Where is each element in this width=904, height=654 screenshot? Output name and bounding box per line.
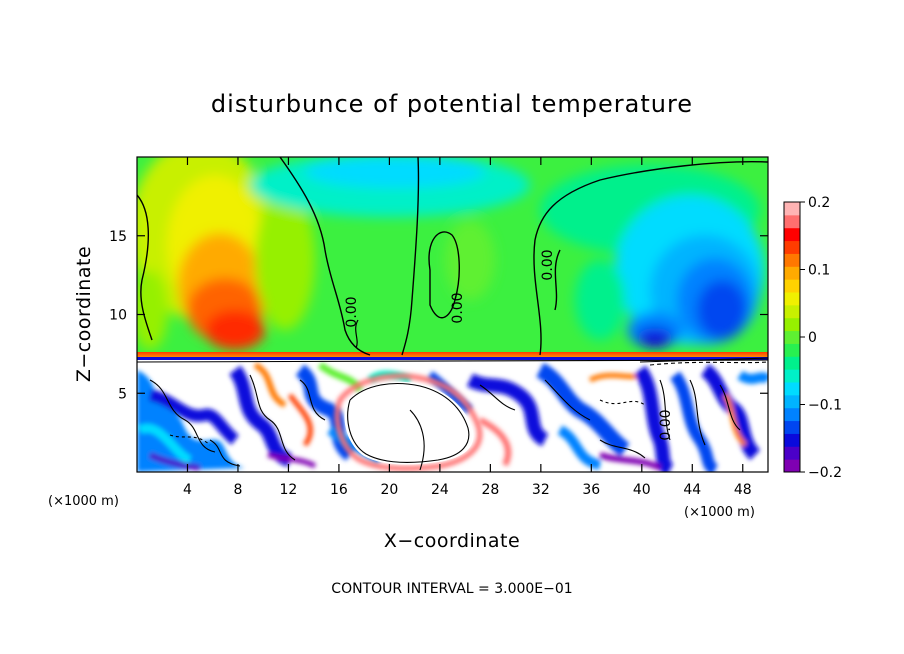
x-tick-label: 36: [582, 482, 600, 498]
x-tick-label: 32: [532, 482, 550, 498]
x-tick-label: 4: [183, 482, 192, 498]
x-axis-ticks: 4 8 12 16 20 24 28 32 36 40 44 48: [183, 157, 752, 498]
x-tick-label: 40: [633, 482, 651, 498]
contour-labels: 0.00 0.00 0.00: [344, 249, 556, 327]
colorbar-swatch: [784, 279, 800, 293]
colorbar-swatch: [784, 227, 800, 242]
x-tick-label: 48: [734, 482, 752, 498]
colorbar-swatch: [784, 240, 800, 254]
colorbar-swatch: [784, 420, 800, 434]
colorbar-swatch: [784, 214, 800, 229]
colorbar-swatch: [784, 266, 800, 280]
colorbar-swatch: [784, 253, 800, 267]
field-plot: 0.00 0.00 0.00 0.00: [137, 157, 768, 472]
colorbar-swatch: [784, 407, 800, 422]
colorbar-swatch: [784, 304, 800, 319]
chart-title: disturbunce of potential temperature: [211, 90, 693, 118]
colorbar-tick-label: 0: [808, 330, 817, 346]
x-tick-label: 20: [380, 482, 398, 498]
x-unit-left: (×1000 m): [48, 494, 119, 509]
y-tick-label: 15: [109, 229, 127, 245]
colorbar-swatch: [784, 433, 800, 447]
x-tick-label: 24: [431, 482, 449, 498]
colorbar-swatch: [784, 343, 800, 357]
colorbar-swatch: [784, 394, 800, 409]
colorbar-tick-label: −0.2: [808, 465, 842, 481]
colorbar-swatch: [784, 382, 800, 396]
y-axis-ticks: 5 10 15: [109, 229, 768, 402]
contour-label: 0.00: [658, 409, 674, 440]
x-tick-label: 28: [481, 482, 499, 498]
colorbar-swatch: [784, 446, 800, 460]
colorbar-tick-label: 0.1: [808, 263, 830, 279]
colorbar-swatch: [784, 459, 800, 473]
contour-label: 0.00: [540, 249, 556, 280]
contour-label: 0.00: [344, 296, 360, 327]
colorbar-swatch: [784, 202, 800, 216]
x-unit-right: (×1000 m): [684, 505, 755, 520]
x-tick-label: 44: [683, 482, 701, 498]
x-tick-label: 12: [280, 482, 298, 498]
colorbar-swatch: [784, 292, 800, 306]
colorbar: [783, 201, 801, 473]
y-axis-label: Z−coordinate: [73, 246, 95, 382]
contour-interval-note: CONTOUR INTERVAL = 3.000E−01: [331, 581, 572, 597]
colorbar-ticks: 0.2 0.1 0 −0.1 −0.2: [800, 195, 842, 481]
colorbar-tick-label: −0.1: [808, 398, 842, 414]
contour-label: 0.00: [450, 292, 466, 323]
colorbar-tick-label: 0.2: [808, 195, 830, 211]
colorbar-swatch: [784, 330, 800, 344]
colorbar-swatch: [784, 317, 800, 332]
x-axis-label: X−coordinate: [384, 530, 520, 552]
x-tick-label: 16: [330, 482, 348, 498]
colorbar-swatch: [784, 356, 800, 370]
y-tick-label: 5: [118, 386, 127, 402]
x-tick-label: 8: [233, 482, 242, 498]
y-tick-label: 10: [109, 308, 127, 324]
colorbar-swatch: [784, 369, 800, 383]
